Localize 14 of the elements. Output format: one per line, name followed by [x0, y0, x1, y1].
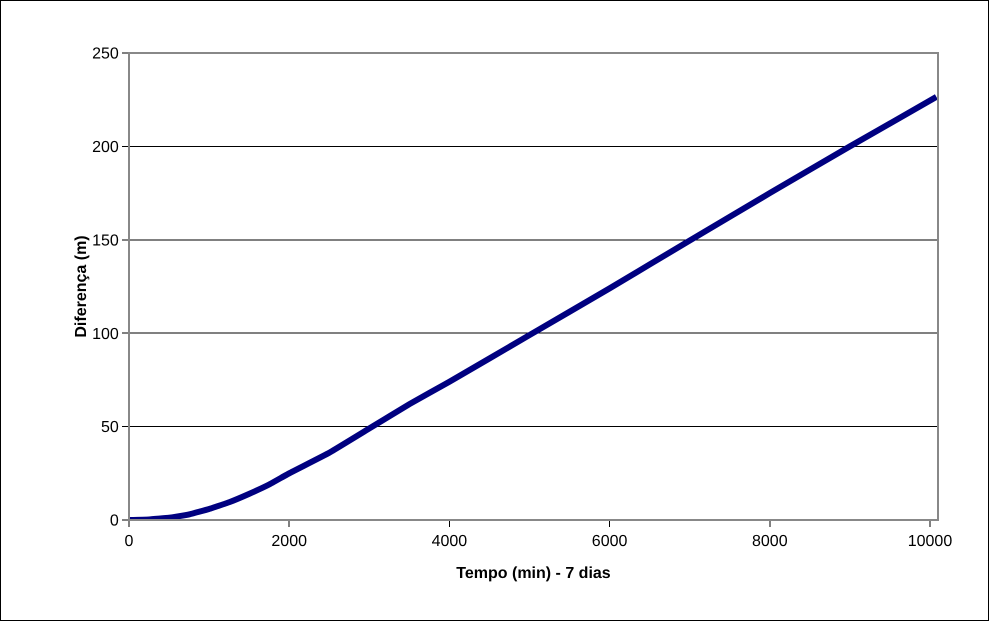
- y-tick-label: 150: [92, 232, 119, 250]
- y-tick-label: 0: [110, 512, 119, 530]
- x-tick-label: 6000: [592, 533, 628, 550]
- x-tick-label: 4000: [432, 533, 468, 550]
- y-tick-label: 200: [92, 139, 119, 156]
- x-tick-label: 10000: [908, 533, 952, 550]
- x-tick-label: 2000: [271, 533, 308, 550]
- x-axis-title: Tempo (min) - 7 dias: [456, 565, 611, 582]
- y-axis-title: Diferença (m): [73, 235, 90, 338]
- x-tick-label: 0: [124, 533, 134, 550]
- y-tick-label: 100: [92, 326, 119, 343]
- y-tick-label: 50: [101, 419, 119, 436]
- x-tick-label: 8000: [752, 533, 788, 550]
- y-tick-label: 250: [92, 46, 119, 63]
